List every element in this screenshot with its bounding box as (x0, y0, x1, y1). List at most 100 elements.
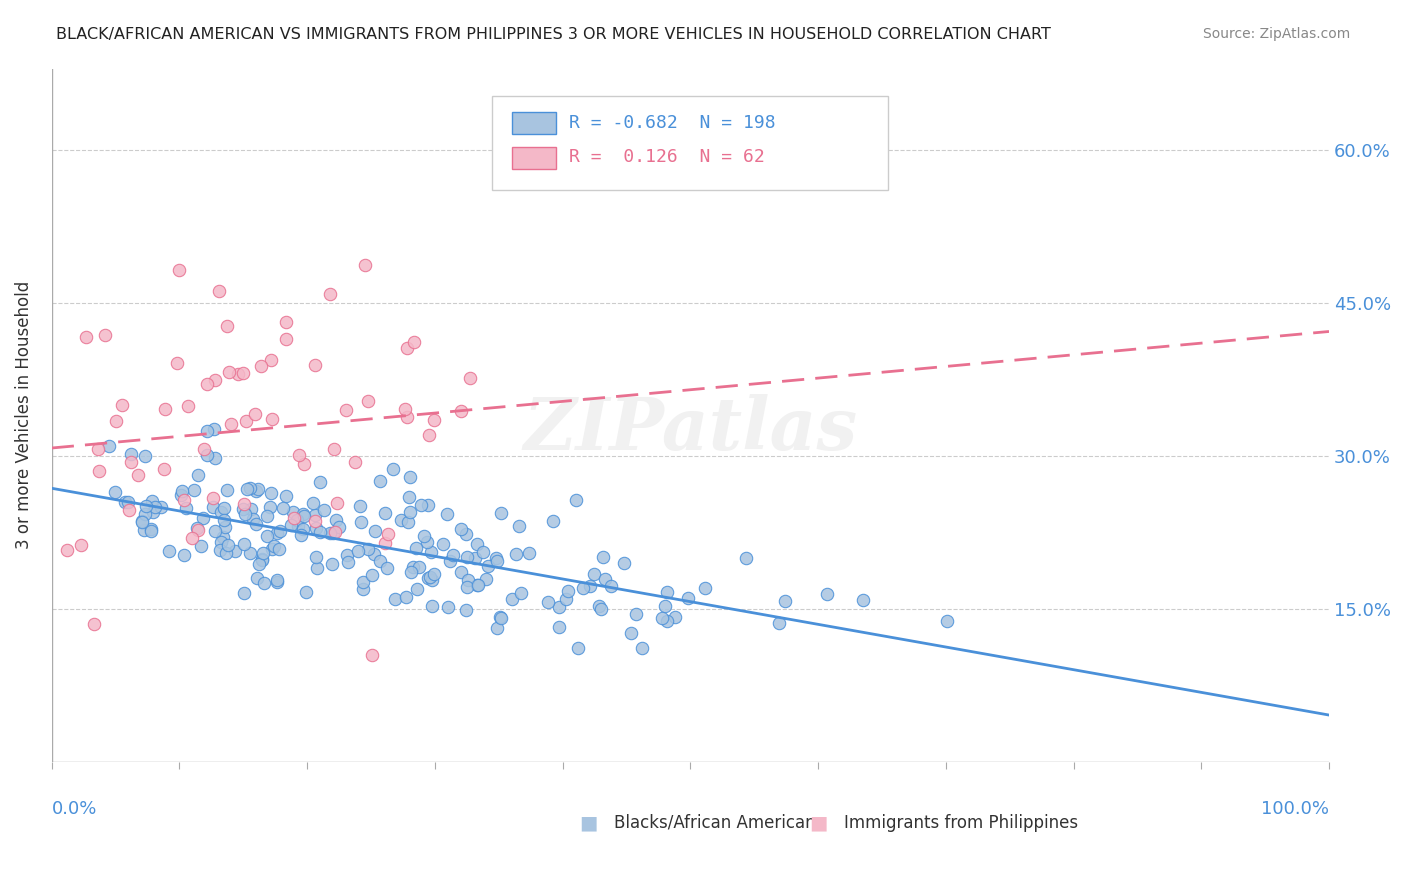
Point (508, 519, 530, 533)
Point (56, 542, 79, 557)
Point (195, 448, 218, 462)
Point (114, 495, 136, 509)
Point (413, 529, 436, 543)
Point (416, 571, 439, 585)
Point (218, 365, 240, 379)
Point (262, 412, 284, 426)
Point (232, 497, 254, 511)
Point (94, 327, 117, 342)
FancyBboxPatch shape (512, 147, 557, 169)
Point (176, 501, 198, 516)
Point (572, 582, 595, 596)
Point (423, 413, 446, 427)
Point (323, 524, 346, 539)
Point (405, 541, 427, 555)
Point (768, 616, 790, 631)
Point (153, 401, 176, 416)
Point (408, 559, 430, 574)
Text: 100.0%: 100.0% (1261, 800, 1329, 818)
Point (582, 566, 605, 581)
Text: Source: ZipAtlas.com: Source: ZipAtlas.com (1202, 27, 1350, 41)
Point (418, 498, 440, 512)
Point (467, 578, 489, 592)
Point (232, 502, 254, 516)
Point (302, 496, 325, 510)
Point (420, 599, 443, 613)
Point (349, 500, 371, 514)
Point (510, 586, 533, 600)
Point (471, 545, 494, 559)
Point (775, 593, 797, 607)
Point (149, 500, 172, 514)
Point (173, 492, 195, 507)
Point (465, 537, 488, 551)
Point (239, 546, 262, 560)
Point (489, 611, 512, 625)
Point (437, 600, 460, 615)
Point (651, 611, 673, 625)
Point (423, 567, 446, 582)
Point (657, 585, 679, 599)
Point (87, 464, 110, 478)
Point (439, 554, 461, 568)
Point (336, 548, 359, 562)
Point (578, 579, 600, 593)
Point (450, 566, 472, 580)
Point (157, 544, 180, 558)
Point (485, 551, 508, 566)
Point (139, 524, 162, 538)
Point (323, 442, 346, 457)
Point (852, 593, 875, 607)
Point (557, 583, 579, 598)
Point (131, 514, 153, 528)
Point (281, 505, 304, 519)
Point (347, 543, 370, 558)
Point (312, 503, 335, 517)
Point (263, 539, 285, 553)
Point (235, 413, 257, 427)
Point (368, 554, 391, 568)
Point (153, 461, 176, 475)
Point (173, 548, 195, 562)
Point (221, 417, 243, 431)
Point (170, 488, 193, 502)
Point (368, 475, 391, 489)
Point (620, 625, 643, 640)
Point (252, 553, 274, 567)
Point (374, 536, 396, 550)
FancyBboxPatch shape (512, 112, 557, 135)
Point (436, 508, 458, 522)
Point (215, 483, 238, 497)
Point (245, 407, 267, 421)
Point (211, 535, 233, 549)
Point (292, 508, 315, 523)
Point (336, 555, 359, 569)
Point (226, 368, 249, 382)
Point (456, 550, 478, 565)
Point (593, 572, 616, 586)
Point (181, 532, 204, 546)
Point (143, 500, 166, 515)
Point (657, 615, 679, 629)
Point (398, 505, 420, 519)
Point (592, 549, 614, 564)
Point (245, 517, 267, 532)
Point (127, 468, 149, 483)
Point (259, 500, 281, 515)
Point (654, 599, 676, 613)
Point (191, 510, 214, 524)
Point (398, 491, 420, 505)
Text: ■: ■ (808, 814, 827, 833)
Point (271, 501, 294, 516)
Point (187, 468, 209, 483)
Point (201, 491, 224, 506)
Point (134, 507, 156, 521)
Point (177, 399, 200, 413)
Point (253, 575, 276, 590)
Point (404, 334, 426, 349)
Point (135, 499, 157, 513)
Point (541, 514, 564, 528)
Point (350, 515, 373, 529)
Point (489, 609, 512, 624)
Point (547, 599, 569, 614)
